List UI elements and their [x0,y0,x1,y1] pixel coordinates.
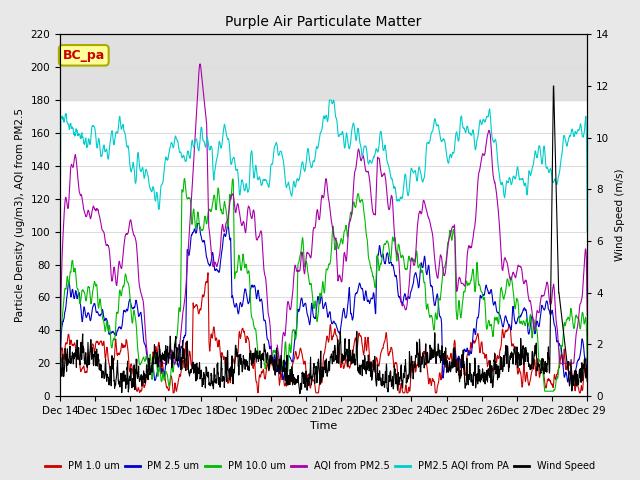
Legend: PM 1.0 um, PM 2.5 um, PM 10.0 um, AQI from PM2.5, PM2.5 AQI from PA, Wind Speed: PM 1.0 um, PM 2.5 um, PM 10.0 um, AQI fr… [41,457,599,475]
Y-axis label: Wind Speed (m/s): Wind Speed (m/s) [615,169,625,262]
Text: BC_pa: BC_pa [63,49,105,62]
Y-axis label: Particle Density (ug/m3), AQI from PM2.5: Particle Density (ug/m3), AQI from PM2.5 [15,108,25,322]
Title: Purple Air Particulate Matter: Purple Air Particulate Matter [225,15,422,29]
X-axis label: Time: Time [310,421,337,432]
Bar [60,35,587,100]
